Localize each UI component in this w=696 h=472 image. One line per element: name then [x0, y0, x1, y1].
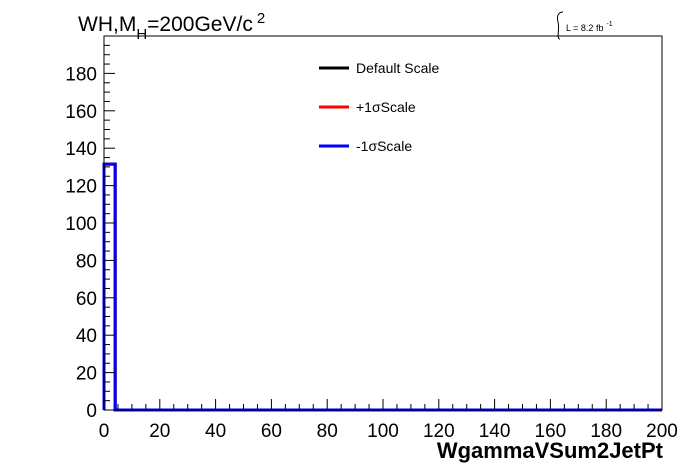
x-tick-label: 100 [367, 421, 399, 442]
x-tick-label: 160 [535, 421, 567, 442]
title-superscript: 2 [257, 10, 265, 27]
y-tick-label: 60 [76, 289, 97, 310]
y-tick-label: 140 [65, 139, 97, 160]
y-tick-label: 40 [76, 326, 97, 347]
title-main: WH,M [78, 13, 136, 36]
x-tick-label: 80 [317, 421, 338, 442]
chart-title: WH,MH=200GeV/c 2 [78, 10, 265, 43]
x-tick-label: 120 [423, 421, 455, 442]
lumi-superscript: -1 [606, 21, 612, 28]
x-tick-label: 200 [646, 421, 678, 442]
y-tick-label: 160 [65, 102, 97, 123]
legend-label-1: +1σScale [356, 99, 416, 115]
series-line-0 [102, 162, 662, 412]
y-tick-label: 80 [76, 251, 97, 272]
lumi-label: L = 8.2 fb -1 [566, 21, 613, 33]
legend-label-0: Default Scale [356, 60, 439, 76]
y-tick-label: 180 [65, 64, 97, 85]
histogram-layer [102, 162, 662, 412]
plot-frame [103, 35, 663, 411]
legend: Default Scale +1σScale -1σScale [319, 60, 439, 154]
x-axis-title: WgammaVSum2JetPt [437, 438, 664, 463]
integral-sign [557, 11, 564, 40]
x-tick-label: 0 [99, 421, 110, 442]
title-subscript: H [136, 26, 147, 43]
series-line-2 [102, 162, 662, 412]
x-tick-label: 140 [479, 421, 511, 442]
axes-layer: 0 20 40 60 80 100 120 140 160 180 200 0 20 40 60 80 100 1… [65, 35, 678, 442]
x-tick-label: 180 [590, 421, 622, 442]
series-line-1 [102, 162, 662, 412]
y-tick-label: 120 [65, 177, 97, 198]
y-tick-label: 0 [86, 401, 97, 422]
x-tick-label: 40 [205, 421, 226, 442]
y-tick-label: 100 [65, 214, 97, 235]
lumi-text: L = 8.2 fb [566, 23, 603, 33]
x-tick-label: 60 [261, 421, 282, 442]
x-tick-label: 20 [149, 421, 170, 442]
y-tick-label: 20 [76, 364, 97, 385]
legend-label-2: -1σScale [356, 138, 412, 154]
title-rest: =200GeV/c [147, 13, 253, 36]
